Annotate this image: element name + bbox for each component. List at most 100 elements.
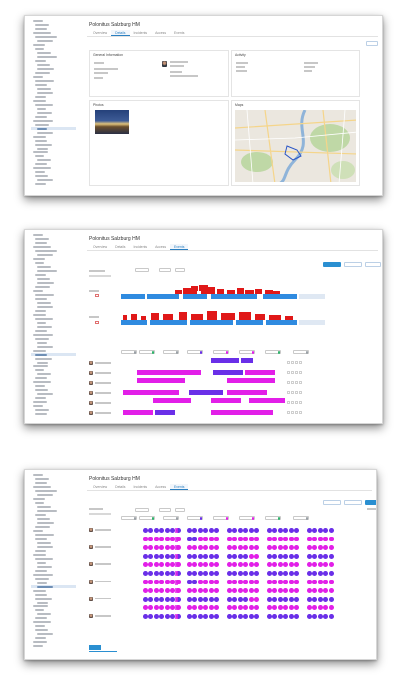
sidebar-tree-item[interactable] <box>33 269 75 273</box>
shift-dot[interactable] <box>232 562 238 568</box>
shift-dot[interactable] <box>317 536 323 542</box>
shift-dot[interactable] <box>197 545 203 550</box>
shift-dot[interactable] <box>143 614 148 619</box>
tab-overview[interactable]: Overview <box>93 245 108 249</box>
shift-dot[interactable] <box>312 562 318 568</box>
shift-dot[interactable] <box>192 614 198 619</box>
shift-dot[interactable] <box>328 536 334 542</box>
shift-dot[interactable] <box>323 536 329 542</box>
shift-dot[interactable] <box>208 528 214 533</box>
shift-dot[interactable] <box>159 588 165 593</box>
person-name[interactable] <box>95 372 111 374</box>
shift-dot[interactable] <box>192 528 198 533</box>
shift-dot[interactable] <box>312 605 318 611</box>
sidebar-tree-item[interactable] <box>33 313 75 317</box>
sidebar-tree-item[interactable] <box>33 293 75 297</box>
empty-slot[interactable] <box>295 401 298 404</box>
shift-dot[interactable] <box>317 579 323 585</box>
shift-dot[interactable] <box>254 596 260 602</box>
sidebar-tree-item[interactable] <box>33 624 75 628</box>
shift-dot[interactable] <box>208 553 214 559</box>
shift-dot[interactable] <box>267 562 272 568</box>
shift-dot[interactable] <box>227 605 232 611</box>
shift-dot[interactable] <box>307 562 312 568</box>
shift-dot[interactable] <box>248 545 254 550</box>
shift-dot[interactable] <box>214 614 220 619</box>
sidebar-tree-item[interactable] <box>33 59 75 63</box>
shift-dot[interactable] <box>192 588 198 593</box>
sidebar-tree-item[interactable] <box>33 608 75 612</box>
shift-dot[interactable] <box>237 571 243 576</box>
sidebar-tree-item[interactable] <box>33 107 75 111</box>
sidebar-tree-item[interactable] <box>33 388 75 392</box>
shift-dot[interactable] <box>187 605 192 611</box>
empty-slot[interactable] <box>291 371 294 374</box>
sidebar-tree-item[interactable] <box>33 309 75 313</box>
shift-dot[interactable] <box>288 571 294 576</box>
shift-dot[interactable] <box>267 545 272 550</box>
shift-dot[interactable] <box>277 545 283 550</box>
shift-dot[interactable] <box>197 528 203 533</box>
shift-dot[interactable] <box>192 571 198 576</box>
shift-dot[interactable] <box>175 588 181 593</box>
shift-dot[interactable] <box>307 553 312 559</box>
shift-dot[interactable] <box>153 553 159 559</box>
shift-dot[interactable] <box>170 605 176 611</box>
sidebar-tree-item[interactable] <box>33 396 75 400</box>
shift-dot[interactable] <box>170 571 176 576</box>
shift-dot[interactable] <box>232 605 238 611</box>
shift-block[interactable] <box>211 398 241 403</box>
sidebar-tree-item[interactable] <box>33 341 75 345</box>
sidebar-tree-item[interactable] <box>33 233 75 237</box>
zoom-select[interactable] <box>175 268 185 272</box>
shift-dot[interactable] <box>164 562 170 568</box>
shift-dot[interactable] <box>272 596 278 602</box>
shift-dot[interactable] <box>294 614 300 619</box>
shift-dot[interactable] <box>159 528 165 533</box>
shift-dot[interactable] <box>203 562 209 568</box>
shift-dot[interactable] <box>277 536 283 542</box>
shift-dot[interactable] <box>307 605 312 611</box>
empty-slot[interactable] <box>299 381 302 384</box>
sidebar-tree-item[interactable] <box>33 644 75 648</box>
sidebar-tree-item[interactable] <box>33 557 75 561</box>
shift-dot[interactable] <box>277 579 283 585</box>
shift-dot[interactable] <box>294 553 300 559</box>
shift-dot[interactable] <box>148 605 154 611</box>
zoom-select[interactable] <box>175 508 185 512</box>
shift-dot[interactable] <box>283 588 289 593</box>
shift-dot[interactable] <box>192 545 198 550</box>
shift-dot[interactable] <box>164 588 170 593</box>
shift-dot[interactable] <box>294 588 300 593</box>
shift-dot[interactable] <box>143 545 148 550</box>
shift-dot[interactable] <box>323 528 329 533</box>
empty-slot[interactable] <box>291 401 294 404</box>
shift-dot[interactable] <box>248 605 254 611</box>
shift-dot[interactable] <box>312 596 318 602</box>
shift-dot[interactable] <box>248 579 254 585</box>
shift-dot[interactable] <box>267 553 272 559</box>
shift-dot[interactable] <box>175 545 181 550</box>
shift-dot[interactable] <box>237 528 243 533</box>
shift-dot[interactable] <box>187 588 192 593</box>
shift-dot[interactable] <box>208 562 214 568</box>
sidebar-tree-item[interactable] <box>33 408 75 412</box>
shift-dot[interactable] <box>272 605 278 611</box>
shift-dot[interactable] <box>248 528 254 533</box>
shift-dot[interactable] <box>164 614 170 619</box>
person-name[interactable] <box>95 382 111 384</box>
shift-block[interactable] <box>249 398 285 403</box>
shift-block[interactable] <box>211 410 273 415</box>
shift-dot[interactable] <box>192 553 198 559</box>
shift-dot[interactable] <box>237 614 243 619</box>
sidebar-tree-item[interactable] <box>33 43 75 47</box>
shift-dot[interactable] <box>159 596 165 602</box>
date-from-field[interactable] <box>135 268 149 272</box>
sidebar-tree-item[interactable] <box>33 131 75 135</box>
shift-dot[interactable] <box>214 605 220 611</box>
legend-item[interactable] <box>139 350 155 354</box>
shift-dot[interactable] <box>283 528 289 533</box>
empty-slot[interactable] <box>299 391 302 394</box>
shift-dot[interactable] <box>307 536 312 542</box>
empty-slot[interactable] <box>291 381 294 384</box>
